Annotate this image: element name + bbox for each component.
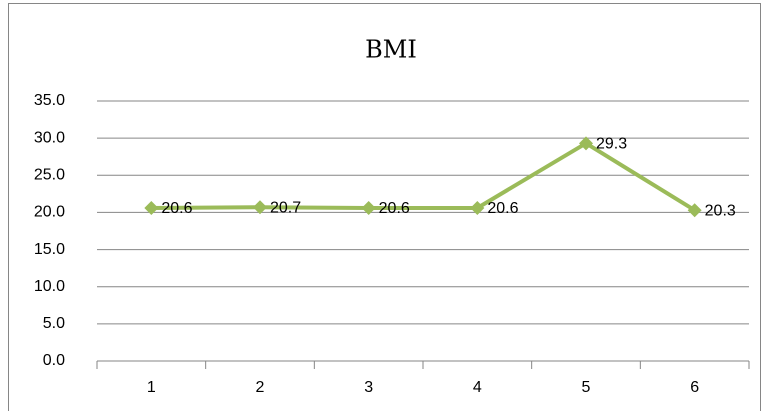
x-tick-label: 3	[364, 379, 373, 396]
y-tick-label: 35.0	[34, 92, 65, 109]
y-tick-label: 0.0	[43, 352, 65, 369]
x-tick-label: 6	[690, 379, 699, 396]
data-label: 20.3	[705, 202, 736, 219]
y-tick-label: 5.0	[43, 315, 65, 332]
chart-title: BMI	[365, 36, 417, 64]
x-tick-label: 2	[256, 379, 265, 396]
y-tick-label: 15.0	[34, 241, 65, 258]
data-label: 29.3	[596, 136, 627, 153]
series-line	[151, 141, 696, 212]
data-point	[579, 136, 593, 151]
x-tick-label: 5	[582, 379, 591, 396]
data-label: 20.7	[270, 199, 301, 216]
data-point	[470, 200, 485, 215]
y-tick-label: 25.0	[34, 167, 65, 184]
y-tick-label: 30.0	[34, 129, 65, 146]
data-point	[253, 200, 267, 215]
data-label: 20.6	[487, 200, 518, 217]
data-point	[361, 200, 376, 215]
data-point	[687, 203, 702, 218]
x-tick-label: 1	[147, 379, 156, 396]
data-label: 20.6	[379, 200, 410, 217]
y-tick-label: 20.0	[34, 204, 65, 221]
y-tick-label: 10.0	[34, 278, 65, 295]
data-label: 20.6	[161, 200, 192, 217]
data-point	[144, 200, 159, 215]
x-tick-label: 4	[473, 379, 482, 396]
